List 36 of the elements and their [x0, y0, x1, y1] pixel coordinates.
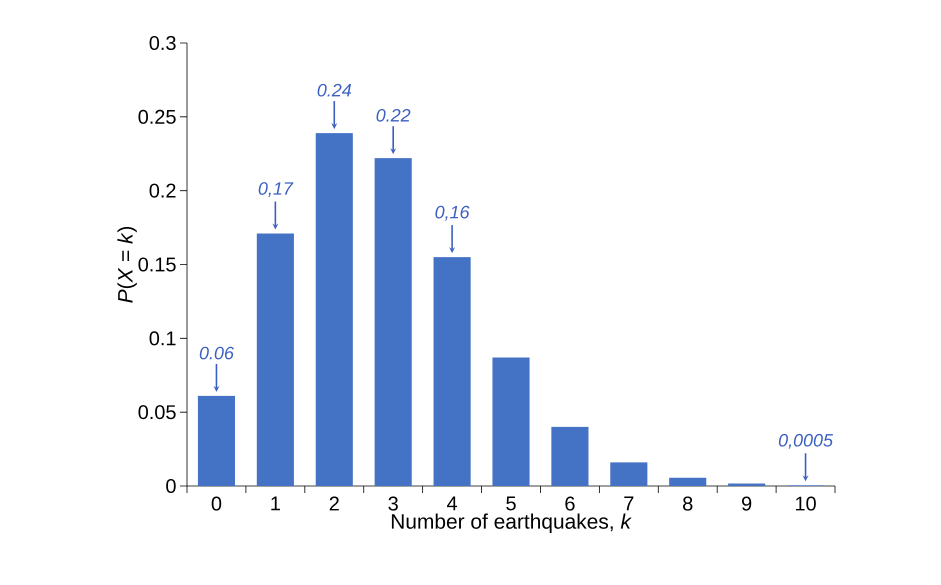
bar: [551, 426, 588, 486]
bar: [434, 257, 471, 486]
x-axis-title: Number of earthquakes, k: [392, 513, 632, 533]
x-tick-label: 1: [271, 496, 280, 510]
bar: [316, 133, 353, 486]
x-tick-label: 0: [212, 496, 222, 511]
annotation: 0.24: [318, 84, 352, 97]
y-tick-label: 0: [166, 478, 176, 494]
annotation: 0,17: [258, 182, 294, 197]
bar: [374, 158, 412, 486]
y-tick-label: 0.3: [150, 36, 176, 50]
y-tick-label: 0.1: [150, 331, 176, 346]
y-tick-label: 0.2: [150, 184, 176, 198]
x-tick-label: 4: [447, 496, 458, 510]
x-tick-label: 3: [388, 496, 398, 511]
bar: [198, 396, 236, 486]
annotation: 0,16: [435, 206, 470, 221]
x-tick-label: 7: [624, 496, 634, 510]
bar: [492, 358, 530, 486]
y-tick-label: 0.15: [138, 257, 176, 272]
x-tick-label: 5: [506, 496, 516, 510]
bar: [728, 483, 766, 486]
annotation: 0,0005: [778, 434, 834, 449]
x-tick-label: 6: [565, 496, 575, 511]
y-axis-title: P(X = k): [117, 226, 137, 303]
x-tick-label: 8: [683, 496, 692, 511]
annotation: 0.22: [376, 108, 410, 122]
x-tick-label: 10: [796, 496, 816, 511]
x-tick-label: 9: [742, 496, 752, 511]
y-tick-label: 0.05: [138, 405, 176, 420]
bar: [610, 462, 648, 486]
bar: [256, 233, 294, 486]
bar: [669, 478, 706, 486]
annotation: 0.06: [200, 346, 234, 360]
y-tick-label: 0.25: [138, 110, 176, 124]
x-tick-label: 2: [330, 496, 339, 510]
